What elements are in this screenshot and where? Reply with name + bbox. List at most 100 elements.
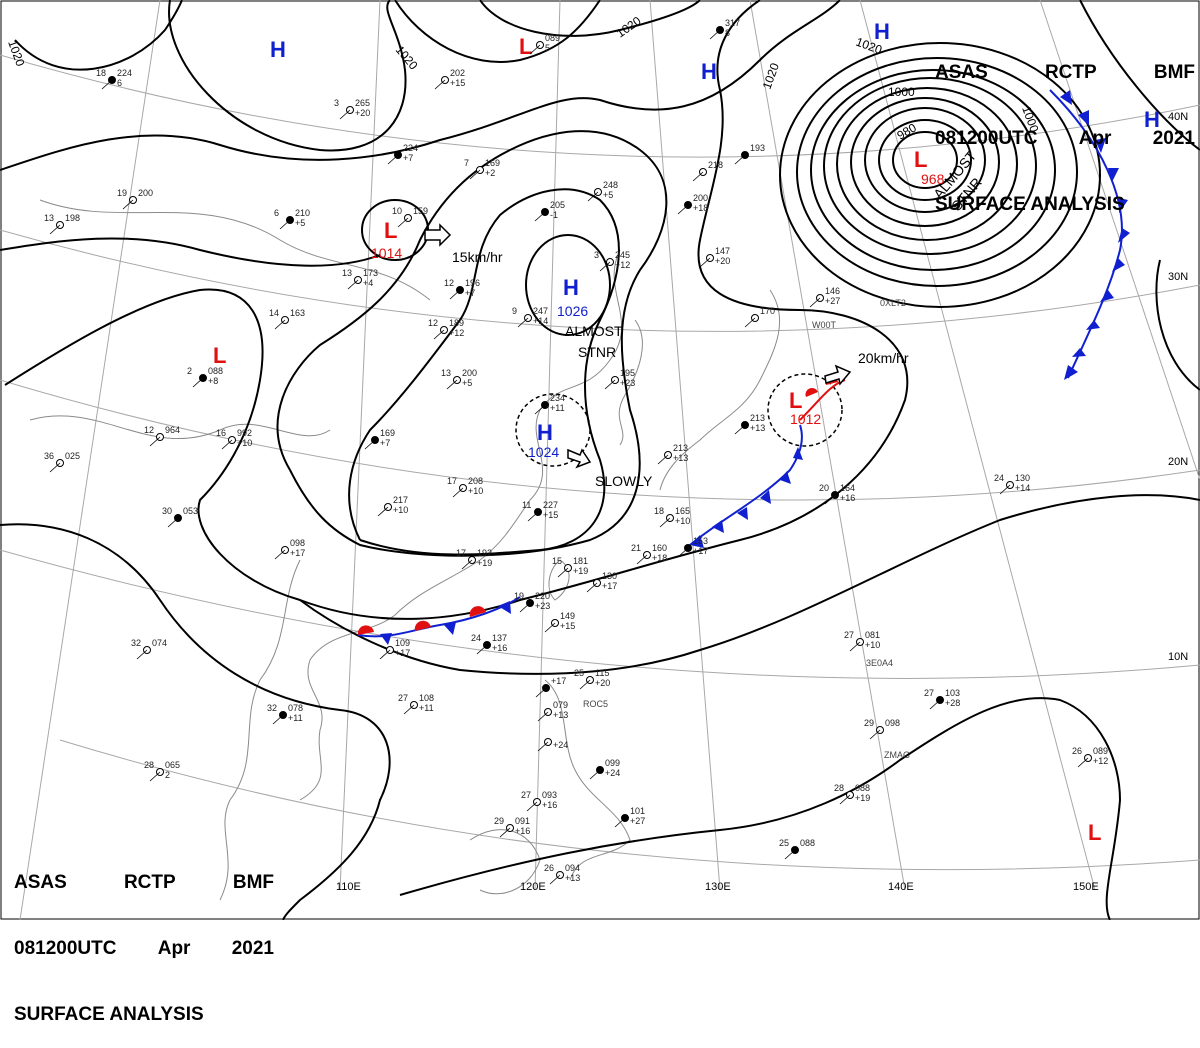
station-temp: 13: [441, 368, 451, 378]
header-office: BMF: [232, 872, 274, 893]
isobar-1020-north: [479, 0, 701, 37]
lon-label-120e: 120E: [520, 881, 546, 893]
header-center: RCTP: [1044, 62, 1097, 83]
korea-coast: [618, 319, 643, 446]
station-pressure: 108: [419, 693, 434, 703]
wind-barb: [599, 261, 611, 272]
wind-barb: [579, 679, 591, 690]
station-temp: 17: [456, 548, 466, 558]
almost-stnr-label: STNR: [578, 344, 616, 360]
station-tendency: +20: [355, 108, 370, 118]
wind-barb: [692, 171, 704, 182]
station-tendency: +12: [449, 328, 464, 338]
station-pressure: 074: [152, 638, 167, 648]
wind-barb: [734, 424, 746, 435]
station-tendency: +5: [295, 218, 305, 228]
lon-label-110e: 110E: [336, 881, 361, 893]
wind-barb: [657, 454, 669, 465]
station-pressure: 109: [395, 638, 410, 648]
wind-barb: [449, 289, 461, 300]
isobar-inner-core: [348, 188, 620, 556]
station-tendency: +7: [403, 153, 413, 163]
wind-barb: [699, 257, 711, 268]
station-pressure: 245: [615, 250, 630, 260]
header-bottom: ASAS RCTP BMF 081200UTC Apr 2021 SURFACE ANA…: [14, 828, 274, 1048]
station-tendency: +17: [395, 648, 410, 658]
wind-barb: [192, 377, 204, 388]
wind-barb: [535, 687, 547, 698]
station-pressure: 208: [468, 476, 483, 486]
isobar-low-ring-5: [836, 87, 1018, 241]
station-tendency: +7: [465, 288, 475, 298]
pressure-values: 1026 1024 1014 968 1012: [371, 171, 945, 460]
station-plot: 13 198: [44, 213, 80, 235]
meridian-110e: [339, 0, 381, 891]
wind-barb: [339, 109, 351, 120]
station-plot: 195+23: [604, 368, 635, 390]
wind-barb: [499, 827, 511, 838]
wind-barb: [446, 379, 458, 390]
station-plot: 079+13: [537, 700, 568, 722]
wind-barb: [379, 649, 391, 660]
station-plot: 213+13: [657, 443, 688, 465]
station-temp: 12: [444, 278, 454, 288]
wind-barb: [272, 714, 284, 725]
station-plot: 205-1: [534, 200, 565, 222]
station-pressure: 248: [603, 180, 618, 190]
station-pressure: 224: [117, 68, 132, 78]
station-tendency: +19: [855, 793, 870, 803]
station-pressure: 101: [630, 806, 645, 816]
wind-barb: [709, 29, 721, 40]
arrow-high-1024: [567, 448, 592, 469]
wind-barb: [869, 729, 881, 740]
station-pressure: 210: [295, 208, 310, 218]
header-title: SURFACE ANALYSIS: [14, 1004, 204, 1025]
wind-barb: [824, 494, 836, 505]
station-plot: 27 081+10: [844, 630, 880, 652]
wind-barb: [614, 817, 626, 828]
graticule: [0, 0, 1200, 920]
station-pressure: 192: [477, 548, 492, 558]
station-pressure: 217: [393, 495, 408, 505]
station-temp: 24: [994, 473, 1004, 483]
meridian-130e: [649, 0, 721, 891]
station-pressure: +17: [551, 676, 566, 686]
station-temp: 28: [834, 783, 844, 793]
wind-barb: [549, 874, 561, 885]
station-tendency: +16: [542, 800, 557, 810]
parallel-20n: [0, 379, 1200, 501]
station-tendency: +13: [553, 710, 568, 720]
isobar-nw-arc: [14, 0, 183, 71]
station-tendency: +19: [573, 566, 588, 576]
lon-label-130e: 130E: [705, 881, 731, 893]
station-tendency: +20: [715, 256, 730, 266]
station-plot: 21 160+18: [631, 543, 667, 565]
station-plot: 3 245+12: [594, 250, 630, 272]
pressure-value-1014: 1014: [371, 245, 402, 261]
station-pressure: 088: [208, 366, 223, 376]
wind-barb: [461, 559, 473, 570]
station-temp: 18: [96, 68, 106, 78]
station-tendency: +10: [865, 640, 880, 650]
station-tendency: +16: [515, 826, 530, 836]
station-plot: 15 181+19: [552, 556, 588, 578]
station-tendency: 6: [117, 78, 122, 88]
station-pressure: 220: [535, 591, 550, 601]
wind-barb: [149, 771, 161, 782]
station-tendency: +28: [945, 698, 960, 708]
station-plot: 234+11: [534, 393, 565, 415]
wind-barb: [274, 319, 286, 330]
wind-barb: [377, 506, 389, 517]
station-pressure: 098: [290, 538, 305, 548]
header-time: 081200UTC: [935, 128, 1038, 149]
station-plot: 29 098: [864, 718, 900, 740]
station-code: ROC5: [583, 699, 608, 709]
isobar-low-ring-8: [796, 57, 1078, 287]
station-pressure: 169: [485, 158, 500, 168]
wind-barb: [49, 462, 61, 473]
station-pressure: 165: [675, 506, 690, 516]
station-tendency: +10: [393, 505, 408, 515]
station-plot: 153+17: [677, 536, 708, 558]
station-tendency: +23: [535, 601, 550, 611]
station-plot: 12 189+12: [428, 318, 464, 340]
